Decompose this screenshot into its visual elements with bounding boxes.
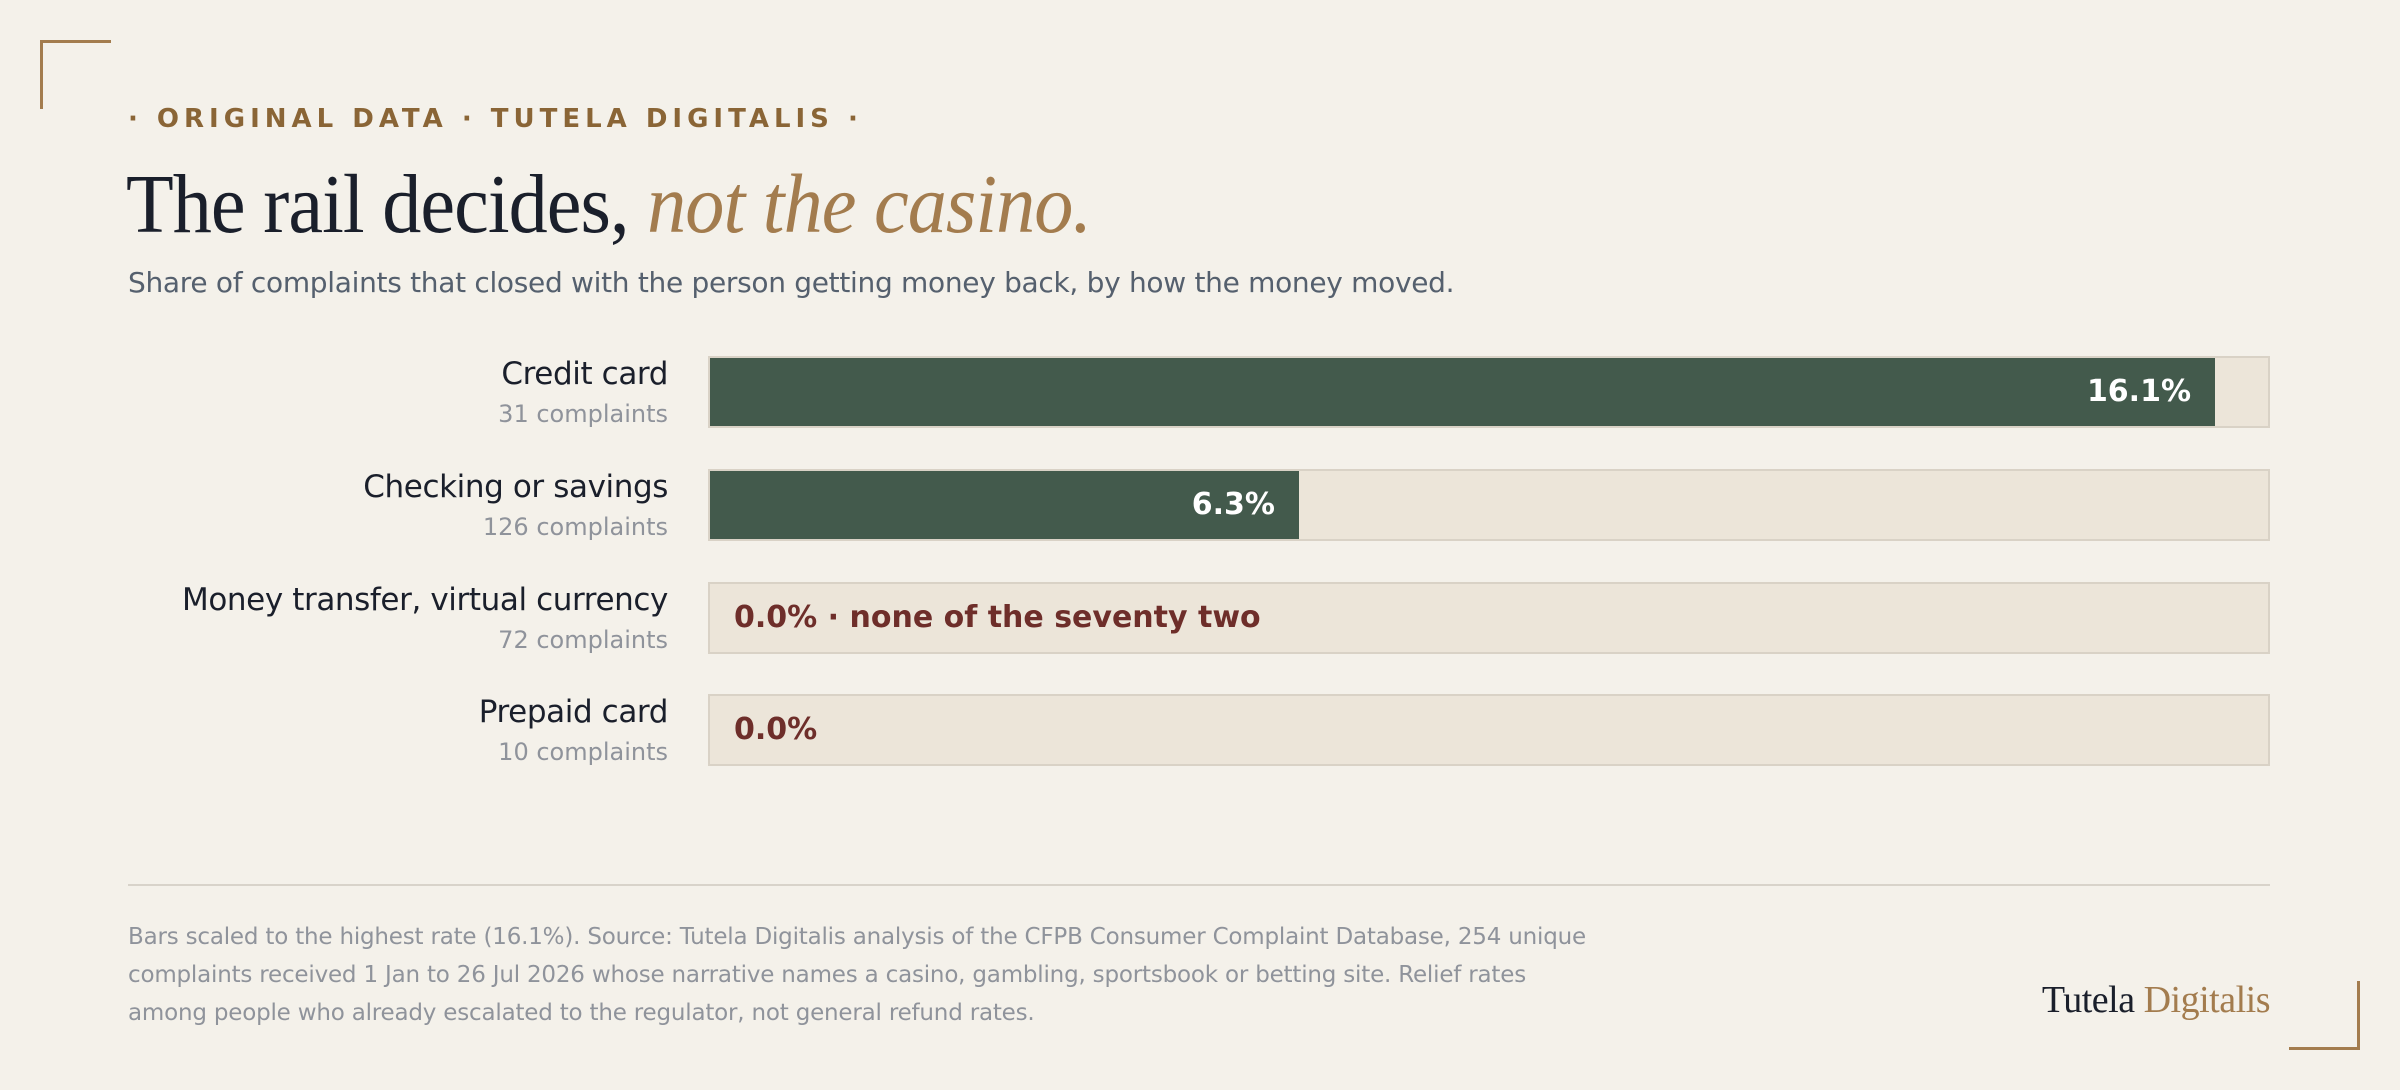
chart-subtitle: Share of complaints that closed with the… xyxy=(128,266,1455,299)
bar-track: 6.3% xyxy=(708,469,2270,541)
corner-bracket-bottom-right xyxy=(2289,981,2360,1050)
value-label: 0.0% xyxy=(734,712,818,747)
bar-row: Money transfer, virtual currency 72 comp… xyxy=(0,580,2400,656)
bar-track: 0.0% xyxy=(708,694,2270,766)
title-accent: not the casino. xyxy=(647,158,1092,251)
bar: 6.3% xyxy=(710,471,1299,539)
title-main: The rail decides, xyxy=(126,158,630,251)
bar-row: Credit card 31 complaints 16.1% xyxy=(0,354,2400,430)
category-label: Money transfer, virtual currency xyxy=(181,582,668,618)
row-label: Checking or savings 126 complaints xyxy=(363,467,668,543)
brand-name-part1: Tutela xyxy=(2041,979,2135,1021)
corner-bracket-top-left xyxy=(40,40,111,109)
bar-track: 16.1% xyxy=(708,356,2270,428)
bar: 16.1% xyxy=(710,358,2216,426)
category-label: Credit card xyxy=(501,356,668,392)
bar-row: Checking or savings 126 complaints 6.3% xyxy=(0,467,2400,543)
value-label: 6.3% xyxy=(1191,487,1275,522)
value-label: 0.0% · none of the seventy two xyxy=(734,600,1261,635)
chart-title: The rail decides, not the casino. xyxy=(126,156,1092,253)
source-footnote: Bars scaled to the highest rate (16.1%).… xyxy=(128,924,1586,1026)
category-label: Prepaid card xyxy=(478,694,669,730)
row-label: Money transfer, virtual currency 72 comp… xyxy=(182,580,668,656)
brand-logo: Tutela Digitalis xyxy=(2041,978,2271,1022)
row-label: Credit card 31 complaints xyxy=(498,354,668,430)
complaint-count: 10 complaints xyxy=(498,738,668,766)
eyebrow-label: · ORIGINAL DATA · TUTELA DIGITALIS · xyxy=(128,104,863,134)
bar-row: Prepaid card 10 complaints 0.0% xyxy=(0,692,2400,768)
brand-name-part2: Digitalis xyxy=(2143,979,2271,1021)
category-label: Checking or savings xyxy=(363,469,668,505)
divider-line xyxy=(128,884,2270,886)
complaint-count: 31 complaints xyxy=(498,400,668,428)
complaint-count: 126 complaints xyxy=(482,513,668,541)
bar-track: 0.0% · none of the seventy two xyxy=(708,582,2270,654)
value-label: 16.1% xyxy=(2086,374,2192,409)
row-label: Prepaid card 10 complaints xyxy=(478,692,669,768)
complaint-count: 72 complaints xyxy=(498,626,668,654)
